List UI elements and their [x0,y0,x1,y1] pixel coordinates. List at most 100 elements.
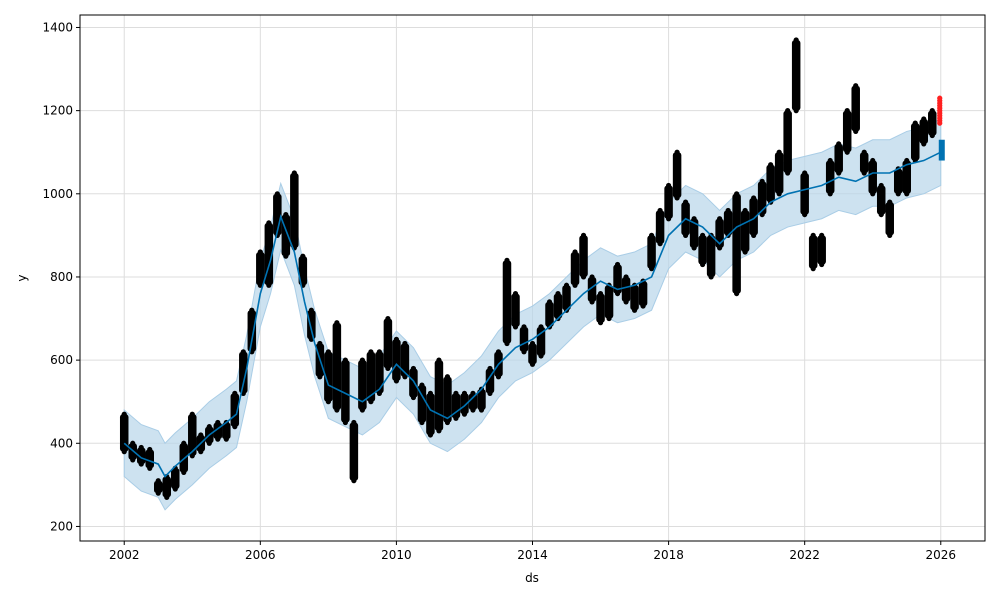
actual-point [444,374,451,380]
actual-point-cluster [664,185,673,219]
actual-point-cluster [545,301,554,327]
actual-point [257,249,263,255]
x-tick-label: 2022 [789,548,820,562]
actual-point [904,157,910,164]
actual-point [597,290,604,297]
actual-point-cluster [434,360,444,431]
actual-point-cluster [400,343,410,377]
y-tick-label: 800 [50,270,73,284]
actual-point-cluster [358,360,367,411]
actual-point [895,191,901,197]
actual-point-cluster [332,322,342,411]
actual-point [878,182,884,189]
actual-point-cluster [341,360,350,423]
actual-point [776,149,782,155]
actual-point [419,419,425,426]
actual-point [700,232,706,238]
actual-point-cluster [842,110,852,153]
actual-point [376,390,382,396]
actual-point [155,478,161,484]
actual-point-cluster [290,173,299,248]
x-tick-label: 2014 [517,548,548,562]
actual-point-cluster [723,210,733,236]
actual-point [793,37,799,43]
actual-point-cluster [145,449,154,469]
actual-point [929,108,935,114]
y-tick-label: 1400 [42,20,73,34]
actual-point [342,357,348,363]
actual-point [504,257,510,263]
actual-point [198,449,204,455]
actual-point [130,457,136,463]
actual-point [648,232,655,238]
recent-points [937,95,943,126]
actual-point [181,469,187,475]
x-axis-label: ds [525,571,539,585]
forecast-line [123,139,945,478]
actual-point-cluster [222,422,231,440]
actual-point-cluster [766,164,775,203]
actual-point-cluster [375,351,384,394]
actual-point-cluster [256,252,265,286]
y-tick-label: 1000 [42,187,73,201]
actual-point [827,191,833,197]
actual-point [606,315,612,322]
actual-point [206,424,212,430]
actual-point-cluster [230,393,240,427]
actual-point [317,374,323,380]
actual-point-cluster [426,393,435,435]
actual-point [819,232,825,238]
actual-point [623,274,629,280]
actual-point-cluster [885,202,894,236]
actual-point [529,361,536,367]
actual-point [453,390,459,396]
y-axis: 200 400 600 800 1000 1200 1400 [42,20,80,533]
actual-point [555,290,561,297]
actual-point-cluster [655,210,665,244]
actual-point [742,249,748,255]
actual-point-cluster [468,393,478,411]
actual-point [529,340,536,347]
actual-point [597,320,604,326]
actual-point [691,216,697,222]
actual-point [683,199,689,205]
actual-point [283,253,289,259]
actual-point-cluster [740,210,750,253]
actual-point [572,249,578,255]
actual-point [189,453,195,459]
actual-point [283,211,289,218]
actual-point [929,132,935,139]
actual-point [478,407,485,413]
actual-point [734,290,740,297]
actual-point-cluster [774,152,784,194]
future-yhat-segment [938,139,945,161]
actual-point-cluster [153,480,163,494]
actual-point [810,266,816,272]
yhat-line [123,151,942,478]
actual-point-cluster [698,235,707,265]
actual-point [648,266,655,272]
actual-point [308,307,314,313]
actual-point [844,108,850,114]
actual-point [291,170,297,176]
actual-point-cluster [800,173,809,215]
x-tick-label: 2026 [925,548,956,562]
actual-point [631,307,638,313]
actual-point [436,428,442,434]
actual-point [240,349,246,355]
actual-point-cluster [596,293,605,323]
actual-point [827,157,833,164]
actual-point [334,407,340,413]
actual-point [368,399,374,405]
actual-point-cluster [502,260,512,344]
actual-point-cluster [859,152,869,174]
actual-point [870,191,876,197]
actual-point [785,108,791,114]
y-tick-label: 400 [50,436,73,450]
x-tick-label: 2010 [381,548,412,562]
recent-point [937,95,943,101]
actual-point [470,390,476,396]
actual-point-cluster [604,285,614,319]
actual-point [342,419,348,426]
